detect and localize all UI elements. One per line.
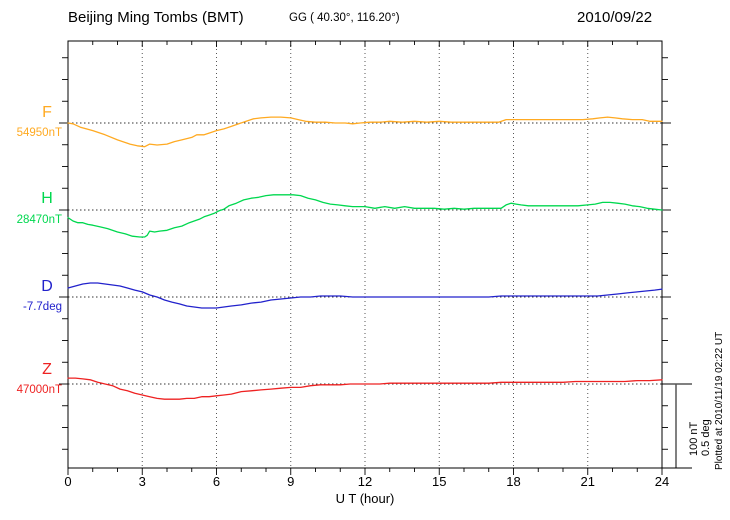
x-tick-label: 12 bbox=[357, 474, 373, 489]
station-title: Beijing Ming Tombs (BMT) bbox=[68, 9, 244, 26]
channel-label-Z: Z bbox=[42, 361, 52, 378]
channel-label-D: D bbox=[41, 278, 53, 295]
x-tick-label: 24 bbox=[654, 474, 670, 489]
scale-bar-deg-label: 0.5 deg bbox=[700, 419, 712, 456]
trace-Z bbox=[67, 377, 663, 400]
scale-bar-nt-label: 100 nT bbox=[688, 421, 700, 456]
x-tick-label: 21 bbox=[580, 474, 595, 489]
x-tick-label: 0 bbox=[64, 474, 72, 489]
x-tick-label: 9 bbox=[287, 474, 295, 489]
x-axis-label: U T (hour) bbox=[335, 491, 395, 506]
x-tick-label: 18 bbox=[506, 474, 521, 489]
trace-D bbox=[67, 282, 663, 309]
channel-baseline-value-F: 54950nT bbox=[16, 127, 62, 139]
scale-bar-label: 100 nT 0.5 deg bbox=[688, 419, 712, 456]
x-tick-label: 3 bbox=[138, 474, 146, 489]
x-tick-label: 6 bbox=[212, 474, 221, 489]
channel-label-H: H bbox=[41, 190, 53, 207]
channel-baseline-value-D: -7.7deg bbox=[22, 301, 62, 313]
channel-baseline-value-Z: 47000nT bbox=[16, 384, 62, 396]
plot-timestamp-note: Plotted at 2010/11/19 02:22 UT bbox=[714, 331, 725, 470]
trace-H bbox=[67, 194, 663, 238]
channel-label-F: F bbox=[42, 104, 52, 121]
station-coords: GG ( 40.30°, 116.20°) bbox=[289, 12, 400, 24]
channel-baseline-value-H: 28470nT bbox=[16, 214, 62, 226]
x-tick-label: 15 bbox=[432, 474, 447, 489]
plot-date: 2010/09/22 bbox=[577, 9, 653, 26]
trace-F bbox=[67, 116, 663, 148]
